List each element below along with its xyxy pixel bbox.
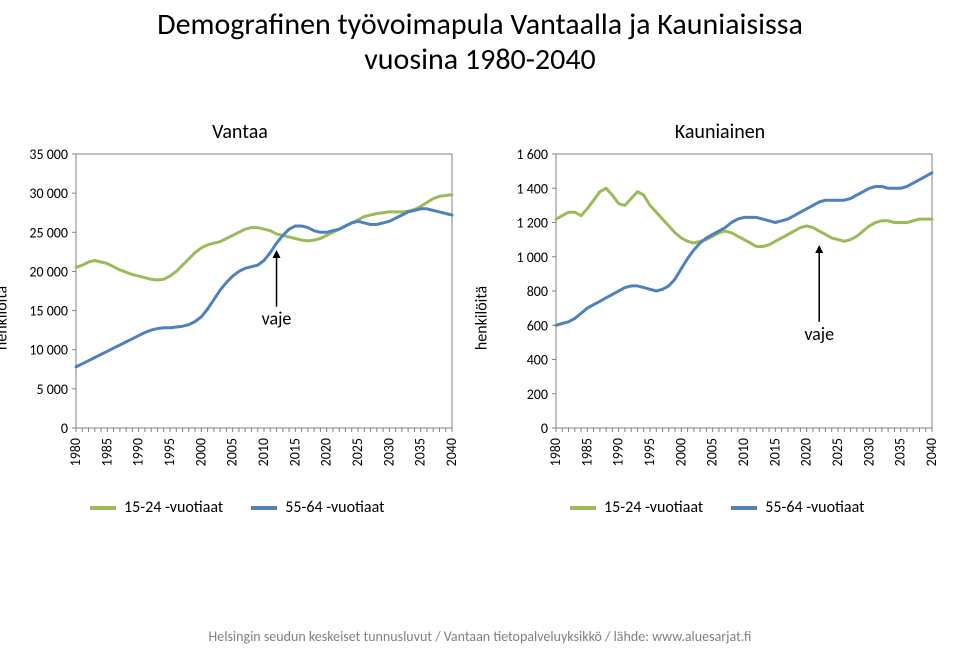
svg-text:2010: 2010 — [735, 438, 752, 466]
svg-text:vaje: vaje — [804, 323, 834, 345]
legend-label-1-right: 15-24 -vuotiaat — [604, 498, 703, 517]
svg-text:2030: 2030 — [860, 438, 877, 466]
svg-text:30 000: 30 000 — [29, 185, 68, 202]
svg-text:1985: 1985 — [98, 438, 115, 466]
svg-text:35 000: 35 000 — [29, 148, 68, 163]
svg-text:0: 0 — [61, 420, 68, 437]
legend-item-2-right: 55-64 -vuotiaat — [731, 498, 864, 517]
svg-text:2020: 2020 — [798, 438, 815, 466]
legend-left: 15-24 -vuotiaat 55-64 -vuotiaat — [20, 498, 460, 517]
svg-text:2015: 2015 — [286, 438, 303, 466]
svg-text:0: 0 — [541, 420, 548, 437]
svg-text:vaje: vaje — [262, 308, 292, 330]
svg-text:2040: 2040 — [923, 438, 940, 466]
svg-text:2010: 2010 — [255, 438, 272, 466]
svg-text:1990: 1990 — [130, 438, 147, 466]
legend-item-2-left: 55-64 -vuotiaat — [251, 498, 384, 517]
legend-label-1-left: 15-24 -vuotiaat — [124, 498, 223, 517]
svg-text:2005: 2005 — [224, 438, 241, 466]
title-line-2: vuosina 1980-2040 — [0, 43, 960, 78]
legend-item-1-right: 15-24 -vuotiaat — [570, 498, 703, 517]
svg-text:20 000: 20 000 — [29, 263, 68, 280]
svg-text:2035: 2035 — [412, 438, 429, 466]
svg-text:1995: 1995 — [641, 438, 658, 466]
svg-text:800: 800 — [527, 283, 548, 300]
panel-vantaa: Vantaa henkilöitä 05 00010 00015 00020 0… — [20, 120, 460, 517]
svg-text:1 400: 1 400 — [516, 180, 548, 197]
footer-text: Helsingin seudun keskeiset tunnusluvut /… — [0, 628, 960, 645]
panel-kauniainen: Kauniainen henkilöitä 02004006008001 000… — [500, 120, 940, 517]
legend-label-2-right: 55-64 -vuotiaat — [765, 498, 864, 517]
svg-text:600: 600 — [527, 317, 548, 334]
svg-text:1980: 1980 — [547, 438, 564, 466]
ylabel-right: henkilöitä — [473, 286, 492, 350]
svg-text:2005: 2005 — [704, 438, 721, 466]
chart-svg-right: 0 200 400 600 800 1 000 1 200 1 400 1 600 1980 198… — [500, 148, 940, 488]
legend-swatch-1-left — [90, 506, 116, 510]
svg-text:200: 200 — [527, 386, 548, 403]
svg-text:1985: 1985 — [578, 438, 595, 466]
legend-swatch-2-right — [731, 506, 757, 510]
chart-title-right: Kauniainen — [500, 120, 940, 144]
legend-swatch-2-left — [251, 506, 277, 510]
svg-text:2000: 2000 — [672, 438, 689, 466]
legend-swatch-1-right — [570, 506, 596, 510]
svg-text:2030: 2030 — [380, 438, 397, 466]
chart-title-left: Vantaa — [20, 120, 460, 144]
svg-text:1990: 1990 — [610, 438, 627, 466]
svg-text:15 000: 15 000 — [29, 303, 68, 320]
svg-text:2000: 2000 — [192, 438, 209, 466]
svg-text:2040: 2040 — [443, 438, 460, 466]
page-title: Demografinen työvoimapula Vantaalla ja K… — [0, 8, 960, 77]
svg-text:2035: 2035 — [892, 438, 909, 466]
ylabel-left: henkilöitä — [0, 286, 12, 350]
svg-text:5 000: 5 000 — [36, 381, 68, 398]
plot-left: henkilöitä 05 00010 00015 00020 00025 00… — [20, 148, 460, 488]
title-line-1: Demografinen työvoimapula Vantaalla ja K… — [0, 8, 960, 43]
svg-text:10 000: 10 000 — [29, 342, 68, 359]
svg-text:1 200: 1 200 — [516, 215, 548, 232]
chart-svg-left: 0 5 000 10 000 15 000 20 000 25 000 30 000 35 0… — [20, 148, 460, 488]
svg-text:2015: 2015 — [766, 438, 783, 466]
svg-text:2020: 2020 — [318, 438, 335, 466]
legend-label-2-left: 55-64 -vuotiaat — [285, 498, 384, 517]
svg-text:1 000: 1 000 — [516, 249, 548, 266]
svg-text:2025: 2025 — [829, 438, 846, 466]
svg-text:1980: 1980 — [67, 438, 84, 466]
svg-text:1 600: 1 600 — [516, 148, 548, 163]
legend-right: 15-24 -vuotiaat 55-64 -vuotiaat — [500, 498, 940, 517]
svg-text:25 000: 25 000 — [29, 224, 68, 241]
plot-right: henkilöitä 02004006008001 0001 2001 4001… — [500, 148, 940, 488]
charts-row: Vantaa henkilöitä 0 5 000 10 000 15 000 20 0… — [20, 120, 940, 517]
legend-item-1-left: 15-24 -vuotiaat — [90, 498, 223, 517]
page: Demografinen työvoimapula Vantaalla ja K… — [0, 0, 960, 659]
svg-text:400: 400 — [527, 352, 548, 369]
svg-text:2025: 2025 — [349, 438, 366, 466]
svg-text:1995: 1995 — [161, 438, 178, 466]
